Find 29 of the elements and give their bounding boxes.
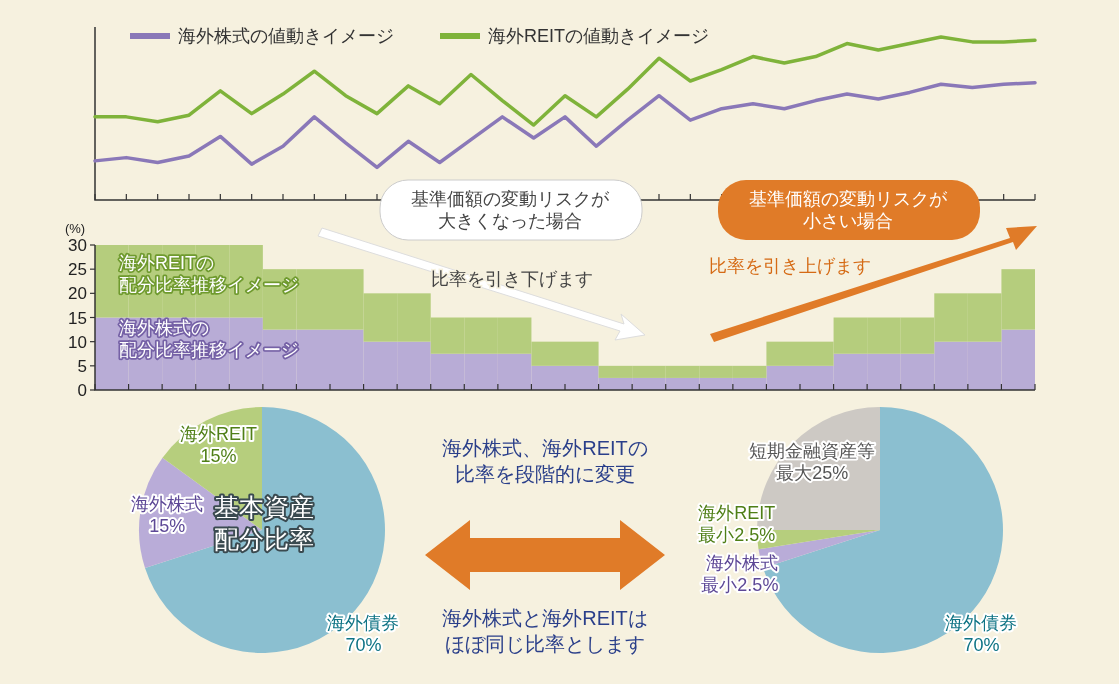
data-label: 最大25% (776, 463, 849, 484)
data-label: 70% (345, 634, 382, 655)
y-tick-label: 15 (68, 308, 87, 328)
legend-label: 海外株式の値動きイメージ (178, 26, 394, 46)
series-label: 海外株式の配分比率推移イメージ (119, 318, 299, 360)
y-axis-title: (%) (64, 221, 86, 236)
y-tick-label: 10 (68, 332, 87, 352)
annotation: 基準価額の変動リスクが大きくなった場合 (411, 189, 610, 231)
series-label: 海外REITの配分比率推移イメージ (119, 253, 299, 295)
annotation: 基準価額の変動リスクが小さい場合 (749, 189, 948, 231)
y-tick-label: 30 (68, 236, 87, 255)
annotation: 比率を引き上げます (709, 256, 871, 276)
data-label: 70% (963, 634, 1000, 655)
slice-label: 海外債券 (327, 612, 400, 633)
data-label: 最小2.5% (698, 525, 776, 546)
y-tick-label: 25 (68, 260, 87, 280)
y-tick-label: 20 (68, 284, 87, 304)
annotation: 比率を引き下げます (431, 269, 593, 289)
slice-label: 短期金融資産等 (749, 441, 876, 462)
data-label: 15% (200, 445, 237, 466)
text: 海外株式、海外REITの比率を段階的に変更 (442, 437, 648, 485)
slice-label: 海外債券 (945, 612, 1018, 633)
data-label: 15% (149, 515, 186, 536)
slice-label: 海外株式 (131, 493, 204, 514)
y-tick-label: 5 (77, 356, 87, 376)
legend-label: 海外REITの値動きイメージ (488, 26, 710, 46)
text: 海外株式と海外REITはほぼ同じ比率とします (442, 607, 648, 655)
slice-label: 海外REIT (698, 503, 776, 524)
y-tick-label: 0 (77, 381, 87, 400)
